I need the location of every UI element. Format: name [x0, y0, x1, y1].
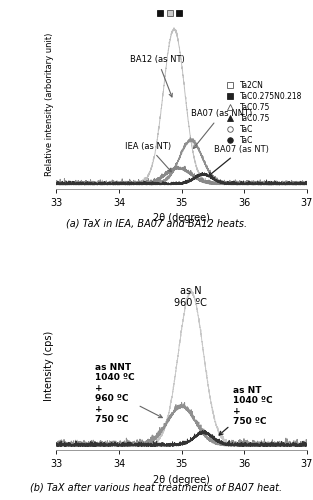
Text: (b) TaX after various heat treatments of BA07 heat.: (b) TaX after various heat treatments of… [30, 482, 283, 492]
X-axis label: 2θ (degree): 2θ (degree) [153, 213, 210, 223]
Text: BA12 (as NT): BA12 (as NT) [130, 55, 185, 97]
Text: BA07 (as NNT): BA07 (as NNT) [191, 109, 252, 148]
Text: (a) TaX in IEA, BA07 and BA12 heats.: (a) TaX in IEA, BA07 and BA12 heats. [66, 218, 247, 228]
Text: as N
960 ºC: as N 960 ºC [174, 286, 208, 308]
Y-axis label: Intensity (cps): Intensity (cps) [44, 330, 54, 401]
Text: BA07 (as NT): BA07 (as NT) [208, 144, 269, 176]
Text: as NNT
1040 ºC
+
960 ºC
+
750 ºC: as NNT 1040 ºC + 960 ºC + 750 ºC [95, 363, 162, 424]
Text: IEA (as NT): IEA (as NT) [125, 142, 171, 172]
X-axis label: 2θ (degree): 2θ (degree) [153, 474, 210, 484]
Y-axis label: Relative intensity (arboritary unit): Relative intensity (arboritary unit) [44, 32, 54, 176]
Text: as NT
1040 ºC
+
750 ºC: as NT 1040 ºC + 750 ºC [219, 386, 273, 435]
Legend: Ta2CN, TaC0.275N0.218, TaC0.75, TaC0.75, TaC, TaC: Ta2CN, TaC0.275N0.218, TaC0.75, TaC0.75,… [222, 80, 303, 146]
